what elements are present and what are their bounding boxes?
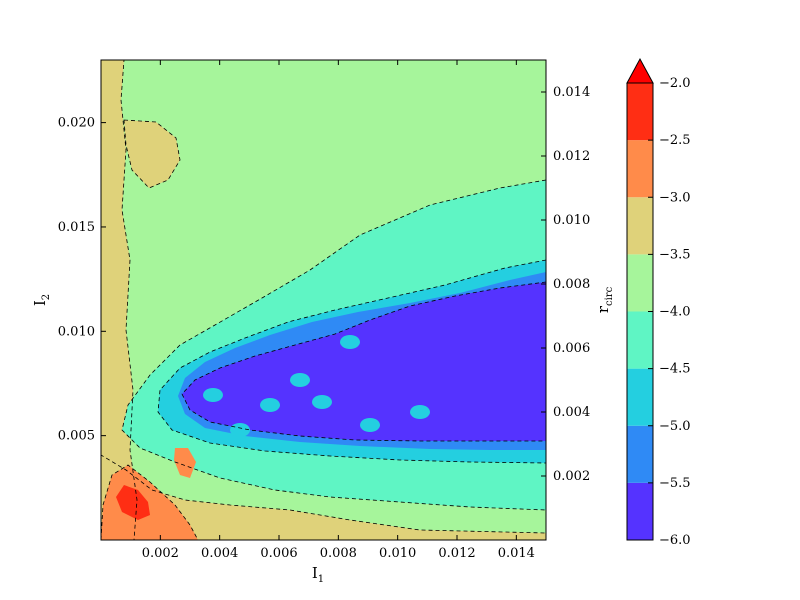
colorbar-segment <box>627 254 653 312</box>
colorbar-tick-label: −4.0 <box>659 305 691 320</box>
colorbar-segment <box>627 311 653 369</box>
contour-blob <box>230 423 250 437</box>
colorbar-segment <box>627 482 653 540</box>
x-axis-label: I1 <box>312 564 324 585</box>
x-tick-label: 0.008 <box>320 546 357 561</box>
colorbar-tick-label: −3.0 <box>659 190 691 205</box>
contour-line <box>101 60 138 540</box>
colorbar-tick-label: −3.5 <box>659 247 691 262</box>
contour-blob <box>340 335 360 349</box>
y-axis-label-sub: 2 <box>41 294 52 300</box>
contour-region-bottom-band <box>101 455 546 540</box>
right-y-tick-label: 0.010 <box>553 213 590 228</box>
y-tick-label: 0.015 <box>58 220 95 235</box>
x-axis-label-sub: 1 <box>318 574 324 585</box>
y-tick-label: 0.010 <box>58 324 95 339</box>
colorbar-tick-label: −5.5 <box>659 476 691 491</box>
right-y-axis-label: rcirc <box>594 286 615 313</box>
y-axis: 0.005 0.010 0.015 0.020 <box>58 116 106 444</box>
contour-lines <box>101 60 546 540</box>
x-tick-label: 0.006 <box>260 546 297 561</box>
plot-area <box>101 60 546 540</box>
contour-line <box>121 179 546 511</box>
colorbar-tick-label: −2.0 <box>659 76 691 91</box>
x-axis: 0.002 0.004 0.006 0.008 0.010 0.012 0.014 <box>142 60 535 561</box>
contour-region-upper-left-patch <box>124 120 180 188</box>
colorbar-segment <box>627 425 653 483</box>
right-y-axis: 0.002 0.004 0.006 0.008 0.010 0.012 0.014 <box>541 85 590 484</box>
x-tick-label: 0.010 <box>379 546 416 561</box>
right-y-tick-label: 0.014 <box>553 85 590 100</box>
x-tick-label: 0.014 <box>498 546 535 561</box>
contour-region-corner-red <box>116 485 150 520</box>
contour-line <box>157 259 546 464</box>
colorbar-tick-label: −2.5 <box>659 133 691 148</box>
contour-region-corner-orange <box>101 465 198 540</box>
right-y-tick-label: 0.012 <box>553 149 590 164</box>
colorbar-segment <box>627 368 653 426</box>
right-y-tick-label: 0.002 <box>553 469 590 484</box>
contour-blob <box>312 395 332 409</box>
x-tick-label: 0.004 <box>201 546 238 561</box>
contour-blob <box>410 405 430 419</box>
y-tick-label: 0.005 <box>58 429 95 444</box>
contour-blob <box>260 398 280 412</box>
contour-line <box>101 464 199 540</box>
x-tick-label: 0.002 <box>142 546 179 561</box>
y-tick-label: 0.020 <box>58 116 95 131</box>
right-y-tick-label: 0.008 <box>553 277 590 292</box>
contour-region-bottom-orange <box>174 448 196 478</box>
colorbar-segment <box>627 83 653 141</box>
right-y-tick-label: 0.006 <box>553 341 590 356</box>
contour-blob <box>360 418 380 432</box>
colorbar: −2.0 −2.5 −3.0 −3.5 −4.0 −4.5 −5.0 −5.5 −6.0 <box>626 57 691 548</box>
x-tick-label: 0.012 <box>438 546 475 561</box>
colorbar-tick-label: −5.0 <box>659 419 691 434</box>
colorbar-segment <box>627 197 653 255</box>
colorbar-tick-label: −6.0 <box>659 533 691 548</box>
contour-blob <box>203 388 223 402</box>
y-axis-label: I2 <box>31 294 52 306</box>
contour-line <box>181 281 546 442</box>
colorbar-extend-arrow <box>626 57 654 84</box>
contour-blob <box>290 373 310 387</box>
right-y-tick-label: 0.004 <box>553 405 590 420</box>
plot-frame <box>100 59 547 541</box>
right-y-axis-label-sub: circ <box>604 286 615 306</box>
colorbar-tick-label: −4.5 <box>659 362 691 377</box>
colorbar-segment <box>627 140 653 198</box>
